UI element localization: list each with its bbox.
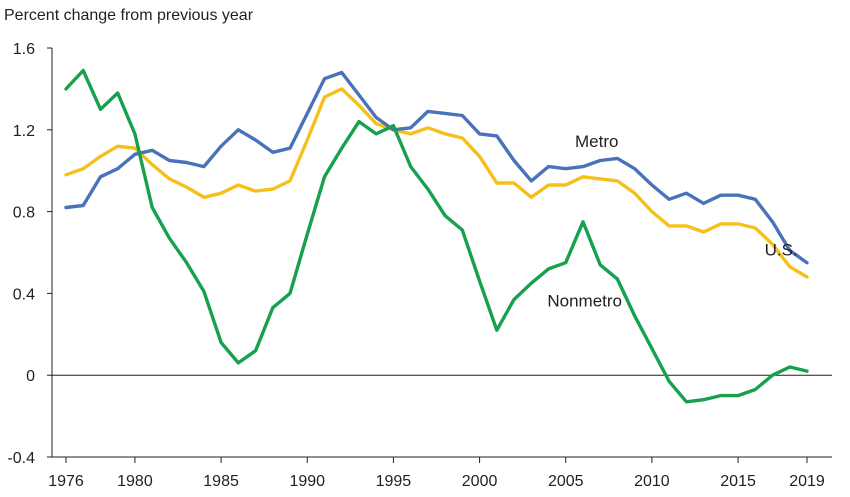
y-tick-label: 1.6 bbox=[13, 41, 35, 58]
x-tick-label: 2015 bbox=[720, 473, 756, 490]
y-axis-label: Percent change from previous year bbox=[4, 7, 254, 24]
y-tick-label: -0.4 bbox=[7, 450, 35, 467]
x-tick-label: 1990 bbox=[289, 473, 325, 490]
y-tick-label: 1.2 bbox=[13, 123, 35, 140]
series-label-nonmetro: Nonmetro bbox=[547, 292, 622, 311]
series-line-metro bbox=[64, 70, 809, 265]
x-tick-label: 1995 bbox=[376, 473, 412, 490]
series-label-metro: Metro bbox=[575, 132, 618, 151]
series-label-us: U.S. bbox=[765, 241, 798, 260]
x-tick-label: 1976 bbox=[48, 473, 84, 490]
y-tick-label: 0.4 bbox=[13, 286, 35, 303]
x-tick-label: 2005 bbox=[548, 473, 584, 490]
y-tick-label: 0 bbox=[26, 368, 35, 385]
series-line-nonmetro bbox=[64, 68, 809, 404]
x-tick-label: 1980 bbox=[117, 473, 153, 490]
x-tick-label: 2000 bbox=[462, 473, 498, 490]
x-tick-label: 2010 bbox=[634, 473, 670, 490]
y-tick-label: 0.8 bbox=[13, 205, 35, 222]
x-tick-label: 2019 bbox=[789, 473, 825, 490]
x-tick-label: 1985 bbox=[203, 473, 239, 490]
plot-area: -0.4 0 0.4 0.8 1.2 1.6 1976 1980 1985 1990 1995 200… bbox=[7, 41, 832, 490]
series-line-us bbox=[64, 87, 809, 279]
